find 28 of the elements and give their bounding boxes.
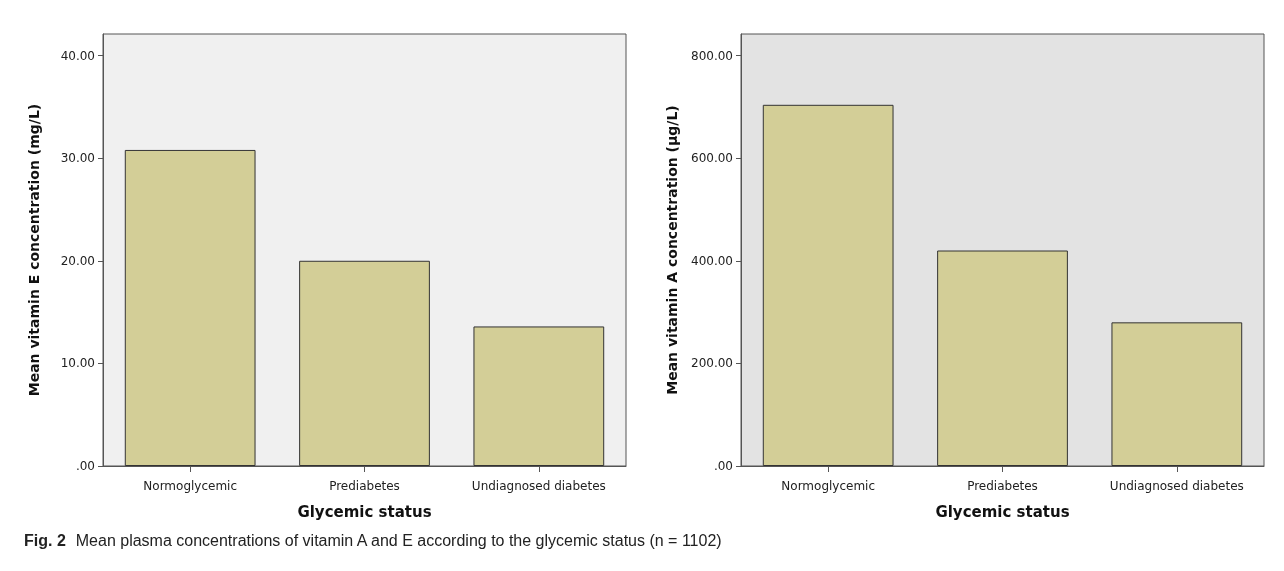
bar — [762, 104, 894, 466]
y-tick-label: 200.00 — [691, 356, 733, 371]
y-tick-label: 30.00 — [60, 151, 95, 166]
bar — [124, 149, 256, 466]
x-tick-label: Prediabetes — [967, 479, 1038, 493]
x-tick-label: Undiagnosed diabetes — [471, 479, 606, 493]
y-tick-label: 40.00 — [60, 48, 95, 63]
y-tick-label: 800.00 — [691, 48, 733, 63]
y-tick-label: .00 — [713, 459, 733, 473]
bar — [473, 326, 605, 466]
y-tick-label: 20.00 — [60, 253, 95, 268]
x-tick-label: Normoglycemic — [781, 479, 876, 493]
x-tick-label: Normoglycemic — [143, 479, 238, 493]
x-tick-label: Undiagnosed diabetes — [1109, 479, 1244, 493]
y-tick-label: 400.00 — [691, 253, 733, 268]
y-axis-title: Mean vitamin A concentration (µg/L) — [664, 105, 680, 395]
caption: Fig. 2 — [24, 532, 66, 549]
x-axis-title: Glycemic status — [935, 502, 1070, 521]
text: Mean plasma concentrations of vitamin A and E according to the glycemic status (n = 1102) — [75, 532, 722, 549]
bar — [1111, 322, 1243, 466]
bar — [299, 260, 430, 466]
x-tick-label: Prediabetes — [329, 479, 400, 493]
y-tick-label: 600.00 — [691, 151, 733, 166]
bar — [937, 250, 1068, 466]
y-tick-label: .00 — [75, 459, 95, 473]
x-axis-title: Glycemic status — [297, 502, 432, 521]
y-tick-label: 10.00 — [60, 356, 95, 371]
y-axis-title: Mean vitamin E concentration (mg/L) — [26, 103, 42, 397]
